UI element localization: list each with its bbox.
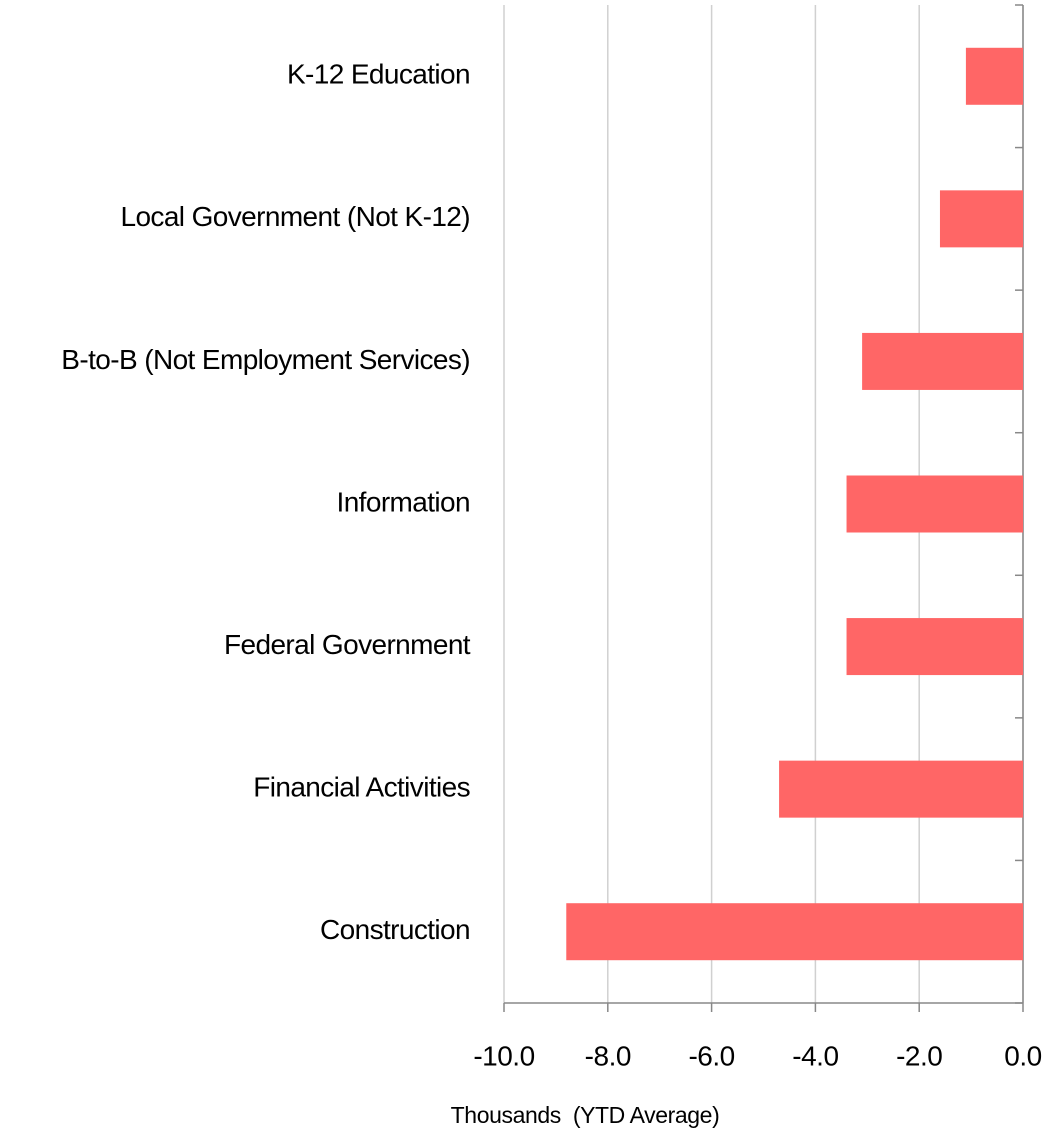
- y-tick-label: Financial Activities: [253, 772, 470, 803]
- x-tick-label: -8.0: [585, 1040, 631, 1071]
- bar: [566, 903, 1023, 961]
- bar: [965, 47, 1023, 105]
- bar: [862, 332, 1023, 390]
- bar: [846, 618, 1023, 676]
- y-tick-label: B-to-B (Not Employment Services): [61, 344, 470, 375]
- y-tick-label: Federal Government: [224, 629, 471, 660]
- bar: [939, 190, 1023, 248]
- x-tick-label: 0.0: [1004, 1040, 1041, 1071]
- x-tick-label: -4.0: [792, 1040, 838, 1071]
- x-tick-label: -10.0: [473, 1040, 534, 1071]
- y-tick-label: Information: [337, 486, 470, 517]
- bar: [779, 760, 1023, 818]
- x-tick-label: -2.0: [896, 1040, 942, 1071]
- y-tick-label: Construction: [320, 914, 470, 945]
- x-tick-label: -6.0: [688, 1040, 734, 1071]
- x-axis-title: Thousands (YTD Average): [451, 1102, 720, 1128]
- y-tick-label: K-12 Education: [287, 59, 470, 90]
- y-tick-label: Local Government (Not K-12): [120, 201, 470, 232]
- bar: [846, 475, 1023, 533]
